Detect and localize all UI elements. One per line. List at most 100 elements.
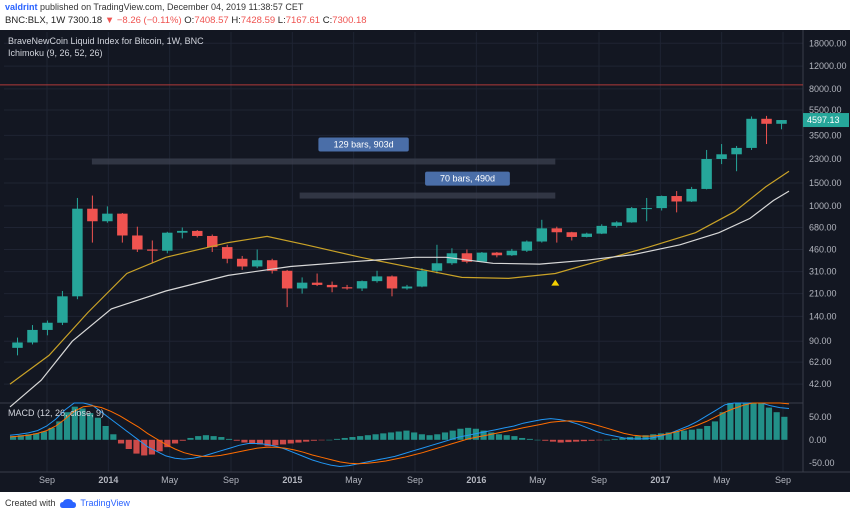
candle-down — [311, 282, 323, 285]
candle-up — [371, 276, 383, 282]
macd-tick-label: 0.00 — [809, 435, 827, 445]
chart-canvas[interactable]: 18000.00 12000.00 8000.00 5500.00 3500.00 230… — [0, 30, 850, 492]
macd-hist-down — [557, 439, 564, 443]
chart-area[interactable]: 18000.00 12000.00 8000.00 5500.00 3500.00 230… — [0, 30, 850, 492]
macd-hist-down — [596, 439, 603, 441]
price-tick-label: 310.00 — [809, 267, 837, 277]
footer-credit: Created with TradingView — [5, 498, 130, 509]
range-label-box — [318, 137, 409, 152]
macd-hist-down — [287, 439, 294, 444]
macd-hist-up — [511, 436, 518, 440]
macd-hist-down — [256, 439, 263, 445]
macd-tick-label: 50.00 — [809, 412, 832, 422]
macd-hist-up — [673, 431, 680, 440]
macd-hist-up — [758, 403, 765, 440]
macd-hist-down — [542, 439, 549, 441]
time-tick-label: Sep — [223, 475, 239, 485]
candle-up — [596, 225, 607, 234]
macd-hist-up — [773, 412, 780, 440]
macd-hist-up — [634, 436, 641, 440]
macd-hist-up — [642, 435, 649, 440]
macd-hist-down — [549, 439, 557, 442]
ohlc-line: BNC:BLX, 1W 7300.18 ▼ −8.26 (−0.11%) O:7… — [5, 15, 367, 26]
range-bar — [91, 158, 556, 165]
last-price-tag — [803, 113, 849, 128]
macd-hist-up — [225, 438, 233, 440]
macd-hist-up — [40, 431, 48, 440]
price-tick-label: 140.00 — [809, 311, 837, 321]
macd-hist-up — [71, 406, 78, 440]
price-tick-label: 1500.00 — [809, 178, 842, 188]
candle-down — [281, 270, 293, 289]
macd-hist-up — [102, 426, 109, 440]
macd-hist-up — [79, 408, 86, 440]
macd-hist-up — [195, 436, 202, 440]
macd-hist-up — [333, 438, 341, 440]
candle-down — [461, 253, 473, 262]
candle-down — [671, 196, 682, 202]
macd-hist-up — [735, 403, 742, 440]
candle-down — [551, 228, 563, 233]
candle-down — [147, 249, 158, 251]
macd-hist-up — [650, 434, 657, 440]
macd-hist-down — [272, 439, 279, 446]
candle-up — [731, 147, 742, 155]
price-tick-label: 1000.00 — [809, 201, 842, 211]
macd-hist-up — [696, 428, 703, 440]
macd-hist-up — [357, 436, 364, 440]
macd-hist-down — [279, 439, 287, 445]
macd-hist-down — [179, 439, 186, 441]
range-label-box — [425, 171, 510, 186]
macd-hist-up — [472, 428, 479, 440]
macd-hist-down — [588, 439, 595, 441]
macd-hist-up — [372, 434, 379, 440]
time-tick-label: 2016 — [466, 475, 486, 485]
open-label: O: — [184, 15, 195, 26]
price-tick-label: 12000.00 — [809, 61, 847, 71]
time-tick-label: May — [713, 475, 731, 485]
macd-hist-up — [742, 403, 749, 440]
macd-hist-up — [657, 433, 665, 440]
macd-hist-down — [156, 439, 163, 452]
author-link[interactable]: valdrint — [5, 2, 38, 12]
price-tick-label: 90.00 — [809, 336, 832, 346]
time-tick-label: May — [529, 475, 547, 485]
candle-up — [611, 222, 622, 226]
candle-down — [192, 230, 203, 236]
macd-hist-down — [164, 439, 171, 448]
macd-hist-up — [63, 412, 71, 440]
macd-hist-up — [619, 437, 626, 440]
price-tick-label: 680.00 — [809, 223, 837, 233]
price-tick-label: 42.00 — [809, 379, 832, 389]
time-tick-label: Sep — [591, 475, 607, 485]
candle-up — [27, 329, 38, 343]
macd-hist-up — [495, 434, 503, 440]
macd-hist-down — [249, 439, 256, 444]
created-with-label: Created with — [5, 498, 56, 508]
candle-up — [401, 286, 413, 289]
candle-down — [341, 287, 353, 289]
macd-hist-up — [210, 436, 217, 440]
macd-hist-up — [48, 427, 55, 440]
macd-signal-line — [9, 402, 790, 465]
macd-hist-up — [526, 438, 533, 440]
tradingview-link[interactable]: TradingView — [80, 498, 130, 508]
high-label: H: — [231, 15, 241, 26]
macd-hist-up — [326, 439, 333, 441]
down-arrow-icon: ▼ — [104, 15, 115, 26]
macd-line — [9, 402, 790, 468]
macd-hist-up — [426, 435, 433, 440]
candle-up — [162, 232, 173, 251]
time-tick-label: 2014 — [98, 475, 118, 485]
time-tick-label: 2015 — [282, 475, 302, 485]
candle-up — [42, 322, 53, 330]
macd-hist-down — [133, 439, 140, 454]
macd-hist-up — [465, 427, 472, 440]
macd-hist-down — [565, 439, 572, 443]
candle-up — [536, 228, 548, 242]
time-tick-label: Sep — [775, 475, 791, 485]
macd-hist-up — [202, 435, 209, 440]
price-tick-label: 5500.00 — [809, 105, 842, 115]
macd-hist-down — [117, 439, 125, 444]
macd-hist-up — [781, 416, 788, 440]
